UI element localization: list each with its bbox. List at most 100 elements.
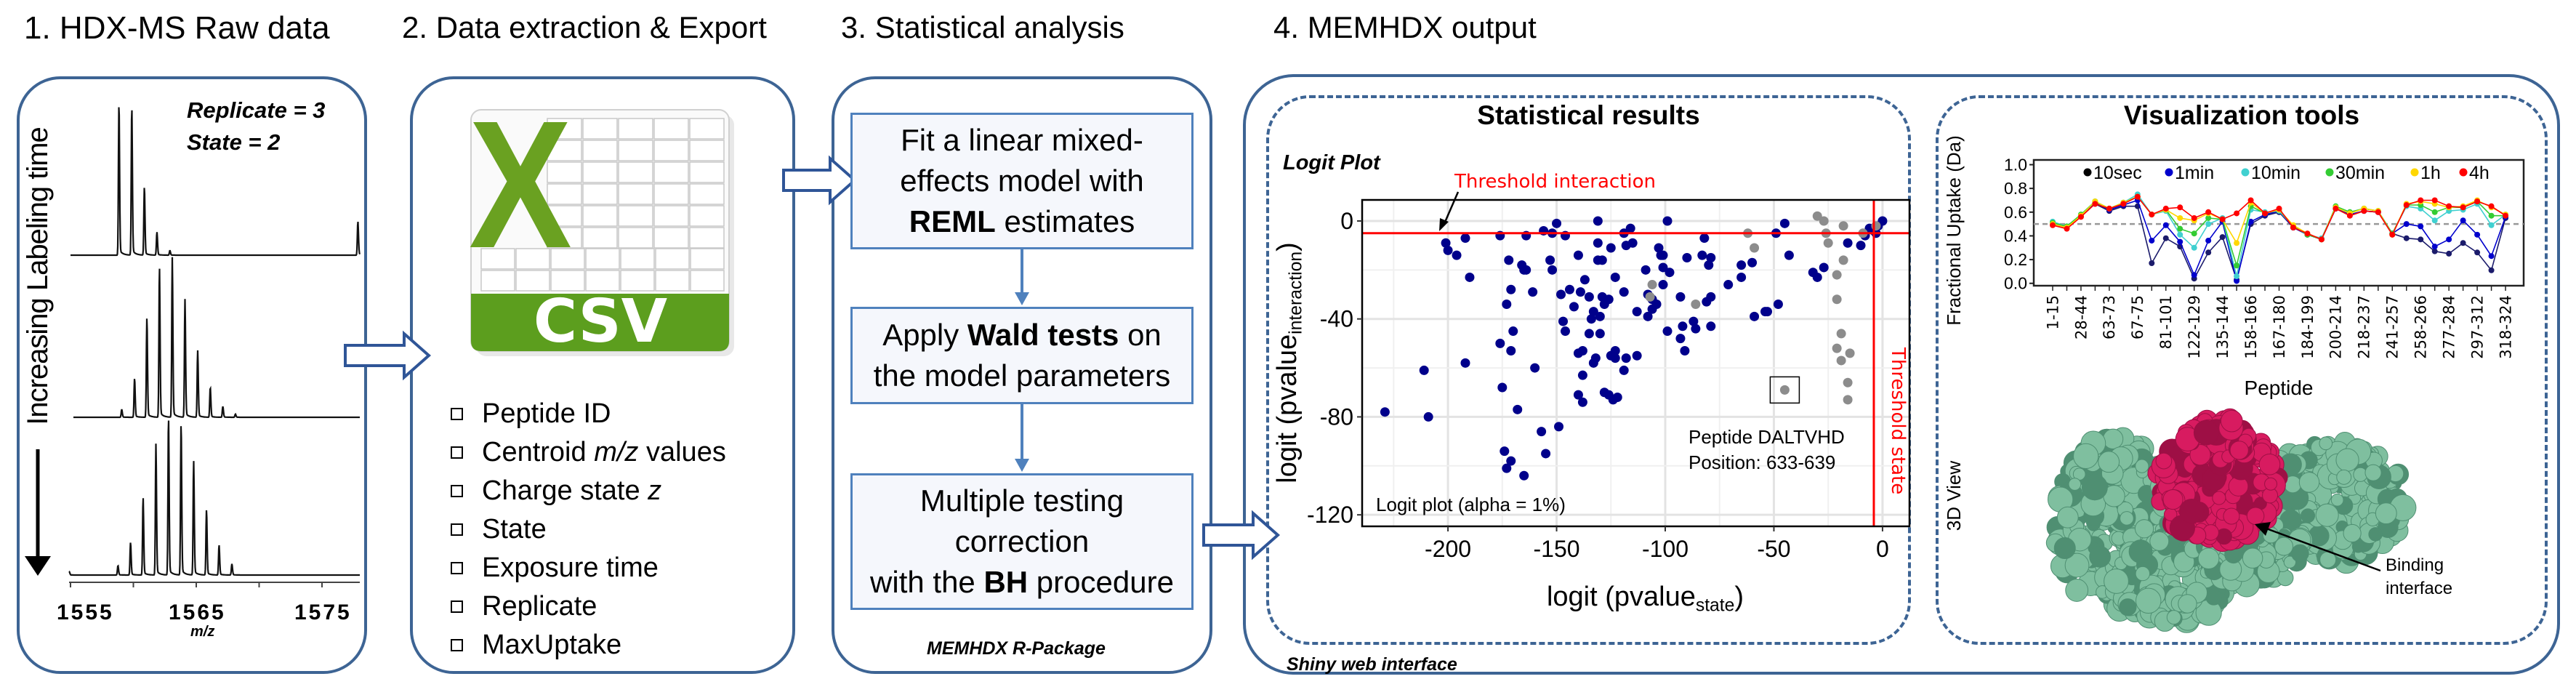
data-point [1654,243,1664,253]
step-bold-text: REML [909,204,996,238]
data-point [1597,255,1607,265]
checkbox-square-icon [451,562,463,574]
panel-title-output: 4. MEMHDX output [1273,10,1537,44]
data-point [1500,446,1510,457]
data-point [1513,404,1523,414]
data-point [1619,365,1629,375]
data-point [1577,345,1587,355]
csv-icon-cell [547,140,582,161]
data-point [1573,390,1583,400]
data-point [1691,324,1701,334]
data-point-4h [2191,214,2197,221]
protein-surface-green [2102,428,2124,450]
data-point [1460,358,1470,368]
data-point [1590,353,1601,363]
data-point [1595,311,1605,321]
field-text: Replicate [482,591,597,622]
threshold-state-label: Threshold state [1887,347,1909,494]
mz-tick-1555: 1555 [57,600,114,624]
y-tick-label: 0.4 [2004,226,2027,245]
data-point-10sec [2431,248,2438,254]
uptake-y-axis-label: Fractional Uptake (Da) [1943,135,1965,326]
csv-icon-cell [582,227,618,249]
data-point-1min [2488,253,2495,260]
data-point [1465,272,1475,282]
3d-view-label: 3D View [1943,460,1965,531]
axis-label-text: logit (pvalue [1546,582,1696,612]
protein-surface-green [2351,540,2364,553]
panel-export [410,76,795,674]
x-tick-label: -100 [1642,536,1689,562]
data-point [1832,270,1842,280]
data-point-4h [2064,225,2070,232]
data-point [1460,233,1470,244]
data-point-4h [2050,222,2056,228]
data-point-10sec [2460,240,2466,246]
data-point [1736,260,1747,270]
data-point-30min [2431,209,2438,215]
data-point-1min [2418,223,2424,230]
protein-surface-green [2081,474,2108,501]
data-point-30min [2205,214,2212,221]
data-point [1586,314,1596,324]
data-point [1750,311,1760,321]
y-tick-label: -120 [1307,502,1353,528]
field-text: Charge state [482,475,648,506]
data-point-4h [2375,209,2381,215]
data-point-1min [2149,237,2155,244]
data-point [1750,243,1760,253]
annotation-arrow-head-icon [1439,218,1449,231]
y-tick-label: 1.0 [2004,156,2027,174]
data-point-4h [2234,210,2240,217]
legend-label-10min: 10min [2251,163,2301,183]
data-point-4h [2262,210,2269,217]
field-item: MaxUptake [451,630,621,661]
state-label: State = 2 [187,129,281,155]
data-point [1856,241,1866,251]
protein-surface-green [2277,569,2294,587]
data-point-4h [2403,202,2410,209]
field-text: values [638,437,726,467]
connector-arrow-head-icon [1015,459,1029,472]
data-point [1675,292,1686,302]
data-point-4h [2431,197,2438,204]
step-text: Fit a linear mixed- [901,123,1143,157]
csv-icon-cell [582,118,618,140]
x-tick-label: 135-144 [2214,295,2231,359]
protein-surface-binding [2258,454,2281,475]
visualization-tools-title: Visualization tools [2123,100,2360,130]
protein-surface-green [2064,553,2090,578]
csv-icon-cell [585,270,620,292]
data-point [1723,280,1734,290]
csv-icon-cell [620,270,655,292]
checkbox-square-icon [451,446,463,459]
data-point [1575,287,1585,297]
data-point [1530,363,1540,373]
data-point-4h [2120,201,2127,207]
x-tick-label: 28-44 [2072,295,2090,340]
field-label: MaxUptake [482,630,621,661]
csv-icon-cell [690,270,725,292]
data-point [1689,316,1699,326]
data-point-4h [2389,231,2396,238]
data-point-4h [2177,204,2183,211]
data-point-10sec [2474,249,2481,256]
csv-icon-cell [618,161,653,183]
data-point [1838,255,1848,265]
data-point-1min [2460,217,2466,224]
csv-icon-cell [515,248,550,270]
data-point [1682,252,1692,262]
data-point [1836,329,1846,339]
data-point-30min [2177,225,2183,232]
y-tick-label: -80 [1320,403,1353,430]
x-tick-label: -150 [1534,536,1580,562]
data-point [1675,334,1686,344]
protein-surface-green [2319,436,2333,451]
csv-icon-cell [618,227,653,249]
csv-icon-cell [689,205,725,227]
data-point [1706,292,1716,302]
step-multiple-testing: Multiple testing correction with the BH … [850,473,1194,610]
y-tick-label: 0.6 [2004,203,2027,222]
csv-icon-cell [550,248,585,270]
x-tick-label: 63-73 [2101,295,2118,340]
